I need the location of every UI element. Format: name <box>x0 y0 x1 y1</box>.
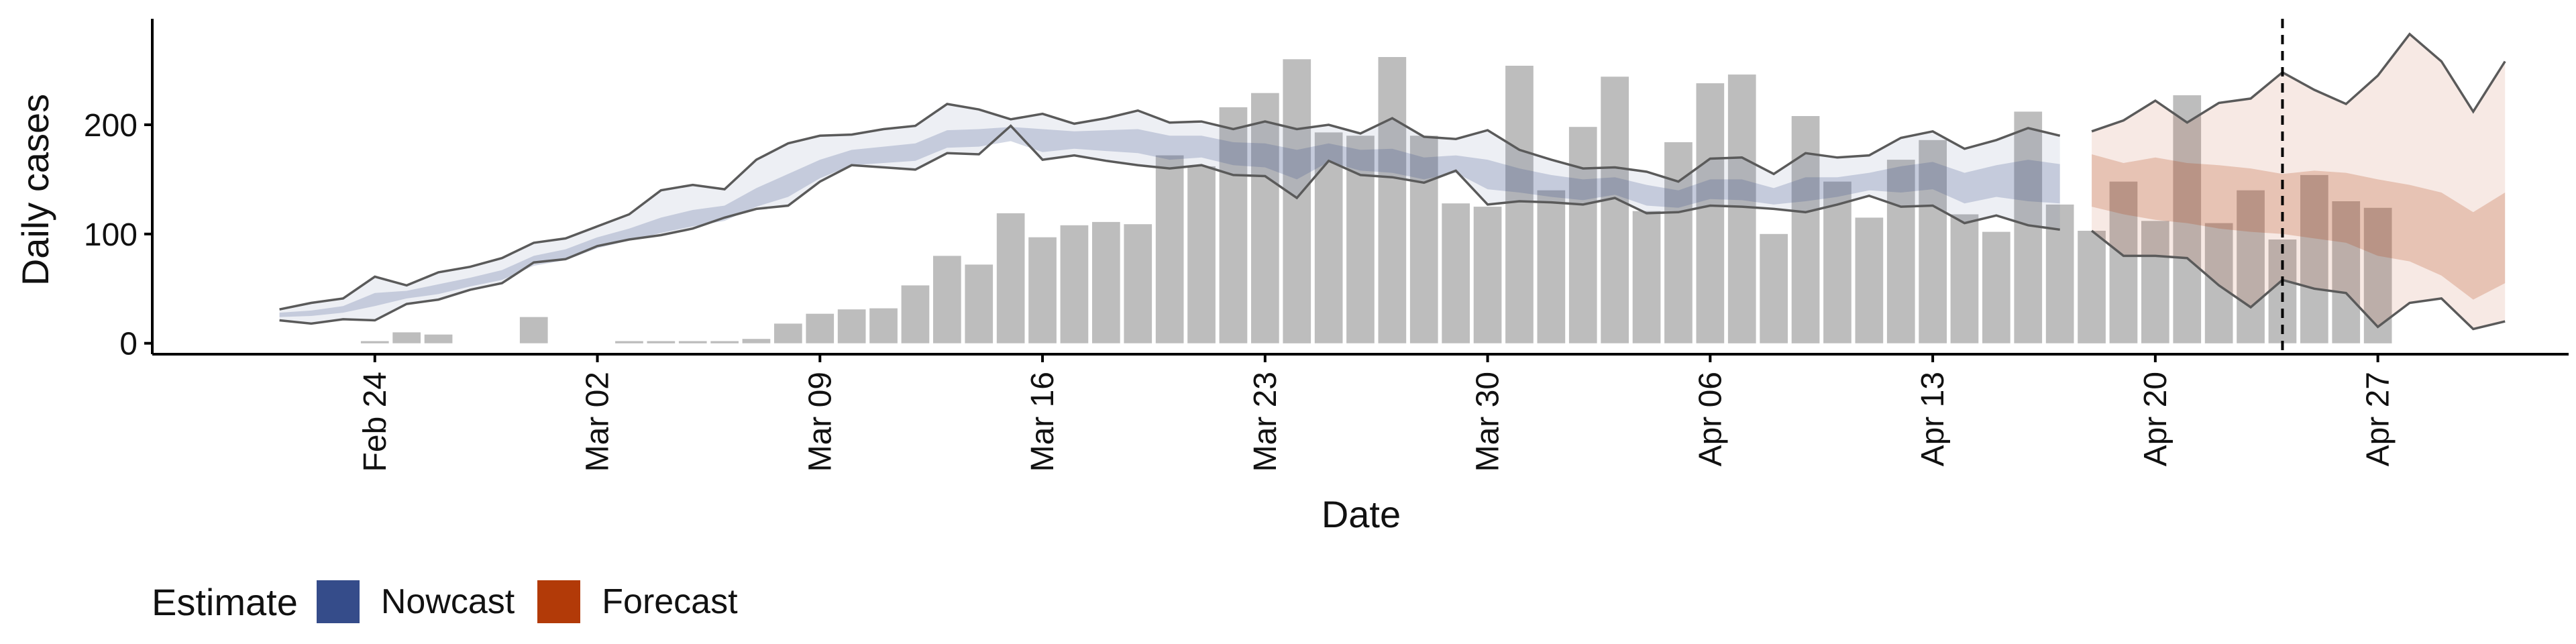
plot-layer <box>279 19 2506 354</box>
bar <box>1060 225 1089 343</box>
axes-layer: 0 100 200 Feb 24 Mar 02 Mar 09 Mar 16 Mar 23 Mar… <box>84 108 2396 472</box>
bar <box>1727 74 1756 343</box>
bar <box>615 341 643 343</box>
bar <box>519 317 548 343</box>
bar <box>710 341 739 343</box>
bar <box>1760 233 1788 343</box>
nowcast-outer-band <box>279 104 2060 324</box>
x-tick-label: Apr 06 <box>1693 372 1728 466</box>
forecast-outer-band <box>2092 34 2506 329</box>
x-tick-label: Apr 27 <box>2361 372 2396 466</box>
bar <box>1409 136 1438 343</box>
legend-label-forecast: Forecast <box>602 582 738 621</box>
bar <box>996 213 1025 343</box>
x-tick-label: Mar 16 <box>1025 372 1061 472</box>
legend-item-forecast: Forecast <box>537 580 738 623</box>
bar <box>1919 140 1947 343</box>
legend-item-nowcast: Nowcast <box>316 580 515 623</box>
bar <box>742 339 771 343</box>
bar <box>424 334 453 343</box>
y-tick-label: 0 <box>119 327 138 362</box>
bar <box>1505 66 1534 343</box>
bar <box>1601 76 1629 343</box>
forecast-inner-band <box>2092 154 2506 300</box>
bar <box>1696 83 1725 343</box>
x-tick-label: Feb 24 <box>358 372 393 472</box>
bar <box>837 309 866 343</box>
bar <box>1378 57 1407 343</box>
bar <box>1982 231 2010 343</box>
y-axis-title: Daily cases <box>14 94 56 286</box>
bar <box>933 256 961 343</box>
x-tick-label: Mar 30 <box>1470 372 1506 472</box>
legend-title: Estimate <box>152 580 298 623</box>
nowcast-lower-line <box>279 124 2060 325</box>
forecast-upper-line <box>2091 32 2506 133</box>
bar <box>1950 214 1979 343</box>
bar <box>965 264 994 343</box>
bar <box>2300 174 2328 343</box>
bar <box>1442 203 1470 343</box>
bar <box>647 341 676 343</box>
bar <box>1155 155 1184 343</box>
bar <box>1664 142 1693 343</box>
bar <box>1886 160 1915 343</box>
legend: Estimate Nowcast Forecast <box>152 578 761 625</box>
chart: 0 100 200 Feb 24 Mar 02 Mar 09 Mar 16 Mar 23 Mar… <box>14 19 2569 535</box>
bar <box>2332 201 2361 343</box>
bar <box>1187 166 1216 343</box>
legend-swatch-nowcast <box>316 580 360 623</box>
bar <box>901 285 930 343</box>
bar <box>2204 223 2233 343</box>
x-tick-label: Mar 02 <box>580 372 616 472</box>
y-tick-label: 100 <box>84 217 138 253</box>
bar <box>1632 211 1661 343</box>
x-tick-label: Apr 13 <box>1915 372 1951 466</box>
bar <box>1028 237 1057 343</box>
bar <box>2237 190 2265 343</box>
bar <box>1314 132 1343 343</box>
bar <box>2109 181 2138 343</box>
bar <box>1473 207 1502 343</box>
x-tick-label: Mar 23 <box>1248 372 1283 472</box>
legend-label-nowcast: Nowcast <box>380 582 515 621</box>
bar <box>2141 221 2169 343</box>
bar <box>1283 59 1311 343</box>
bar <box>678 341 707 343</box>
bar <box>1537 190 1566 343</box>
bar <box>2078 231 2106 343</box>
bar <box>1251 93 1279 343</box>
legend-swatch-forecast <box>537 580 581 623</box>
bar <box>1092 221 1120 343</box>
bar <box>1823 181 1851 343</box>
bar <box>806 313 835 343</box>
x-tick-label: Apr 20 <box>2138 372 2174 466</box>
x-axis-title: Date <box>1322 493 1401 535</box>
forecast-lower-line <box>2091 229 2506 331</box>
bar <box>774 323 802 343</box>
bar <box>1124 224 1152 343</box>
bar <box>360 341 389 343</box>
bar <box>2173 95 2202 343</box>
x-tick-label: Mar 09 <box>802 372 838 472</box>
bar <box>392 332 421 343</box>
bar <box>1855 217 1884 343</box>
bar <box>869 308 898 343</box>
bar <box>1791 116 1820 343</box>
bar <box>1568 127 1597 343</box>
nowcast-upper-line <box>279 103 2061 311</box>
bar <box>1219 107 1248 343</box>
y-tick-label: 200 <box>84 108 138 144</box>
